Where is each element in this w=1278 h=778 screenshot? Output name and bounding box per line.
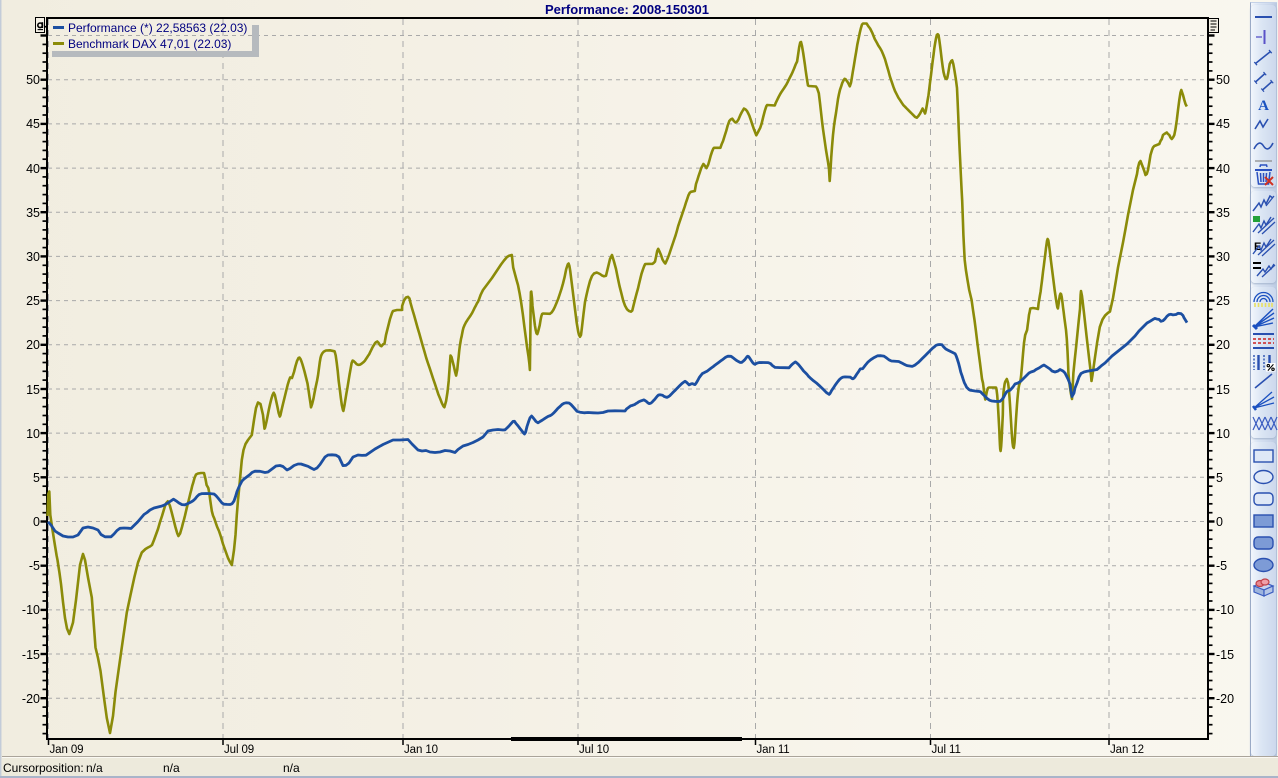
svg-text:A: A xyxy=(1258,98,1269,114)
